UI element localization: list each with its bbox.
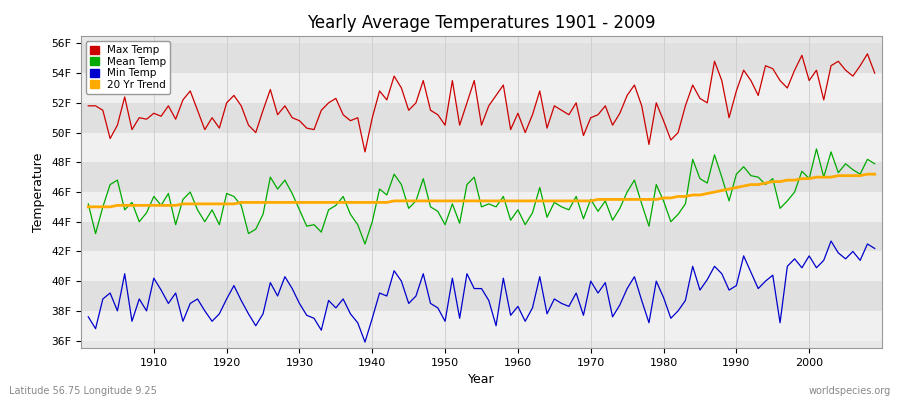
Bar [81,281,882,311]
Bar [81,252,882,281]
Bar [81,44,882,73]
Bar [81,132,882,162]
Title: Yearly Average Temperatures 1901 - 2009: Yearly Average Temperatures 1901 - 2009 [307,14,656,32]
Bar [81,73,882,103]
Legend: Max Temp, Mean Temp, Min Temp, 20 Yr Trend: Max Temp, Mean Temp, Min Temp, 20 Yr Tre… [86,41,170,94]
Text: Latitude 56.75 Longitude 9.25: Latitude 56.75 Longitude 9.25 [9,386,157,396]
Bar [81,222,882,252]
Bar [81,103,882,132]
Bar [81,162,882,192]
Y-axis label: Temperature: Temperature [32,152,46,232]
X-axis label: Year: Year [468,373,495,386]
Bar [81,192,882,222]
Bar [81,311,882,340]
Text: worldspecies.org: worldspecies.org [809,386,891,396]
